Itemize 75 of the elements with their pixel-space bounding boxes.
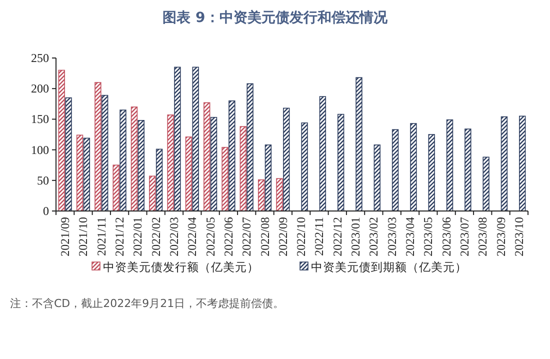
x-tick-label: 2021/10 [76, 217, 90, 256]
y-tick-label: 100 [31, 142, 49, 157]
x-tick-label: 2022/06 [221, 217, 236, 256]
bar [112, 164, 120, 212]
bar [264, 144, 272, 212]
x-tick-label: 2023/09 [494, 217, 508, 256]
bar [185, 136, 192, 212]
bar [174, 66, 181, 212]
text: 注：不含CD，截止2022年9月21日，不考虑提前偿债。 [10, 297, 284, 310]
bar [130, 106, 138, 212]
bar [83, 138, 90, 212]
bar [167, 114, 174, 212]
bar [149, 176, 156, 212]
bar [246, 83, 254, 212]
x-tick-label: 2022/04 [185, 217, 200, 256]
bar [482, 156, 490, 212]
x-tick-label: 2022/01 [130, 217, 145, 256]
x-tick-label: 2022/05 [203, 217, 218, 256]
x-tick-label: 2023/08 [476, 217, 490, 256]
x-tick-label: 2023/03 [384, 217, 399, 256]
bar [301, 122, 308, 212]
x-tick-label: 2021/11 [94, 217, 108, 256]
x-tick-label: 2022/08 [258, 217, 272, 256]
bar [101, 94, 108, 212]
bar [410, 123, 417, 212]
x-tick-label: 2021/09 [58, 217, 72, 256]
bar [210, 116, 218, 212]
x-tick-label: 2023/02 [366, 217, 381, 256]
x-tick-label: 2021/12 [112, 217, 127, 256]
x-tick-label: 2022/02 [148, 217, 163, 256]
bar [156, 148, 163, 212]
y-tick-label: 250 [31, 51, 49, 65]
bar [58, 70, 65, 212]
bar [392, 129, 399, 212]
bar [204, 102, 210, 212]
x-tick-label: 2022/11 [312, 217, 326, 256]
x-tick-label: 2023/06 [439, 217, 454, 256]
x-tick-label: 2022/12 [330, 217, 344, 256]
legend-label: 中资美元债到期额（亿美元） [311, 260, 467, 274]
bar [464, 128, 472, 212]
bar [519, 116, 526, 212]
bar [65, 97, 72, 212]
bar [138, 120, 144, 212]
legend-label: 中资美元债发行额（亿美元） [103, 260, 259, 274]
bar [276, 178, 283, 212]
bar [283, 108, 290, 212]
bar [192, 66, 199, 212]
bar [240, 126, 247, 212]
bar [319, 96, 326, 212]
bar [222, 146, 228, 212]
x-tick-label: 2023/05 [421, 217, 436, 256]
x-tick-label: 2022/03 [167, 217, 181, 256]
chart-title: 图表 9：中资美元债发行和偿还情况 [162, 9, 388, 26]
bar [94, 82, 102, 212]
bar [500, 116, 508, 212]
bar [337, 114, 344, 212]
bar [428, 134, 435, 212]
bar [374, 144, 380, 212]
bar [76, 134, 84, 212]
bar [258, 179, 265, 212]
y-tick-label: 150 [31, 112, 49, 126]
bar [356, 77, 362, 212]
x-tick-label: 2022/07 [240, 217, 254, 256]
y-tick-label: 50 [37, 173, 49, 188]
x-tick-label: 2023/01 [348, 217, 363, 256]
x-tick-label: 2023/10 [512, 217, 526, 256]
x-tick-label: 2022/10 [294, 217, 308, 256]
bar [228, 100, 236, 212]
bar [446, 119, 454, 212]
x-tick-label: 2023/07 [457, 217, 472, 256]
bar [120, 110, 126, 212]
x-tick-label: 2023/04 [403, 217, 417, 256]
y-tick-label: 0 [43, 204, 49, 218]
y-tick-label: 200 [31, 82, 49, 96]
x-tick-label: 2022/09 [276, 217, 290, 256]
